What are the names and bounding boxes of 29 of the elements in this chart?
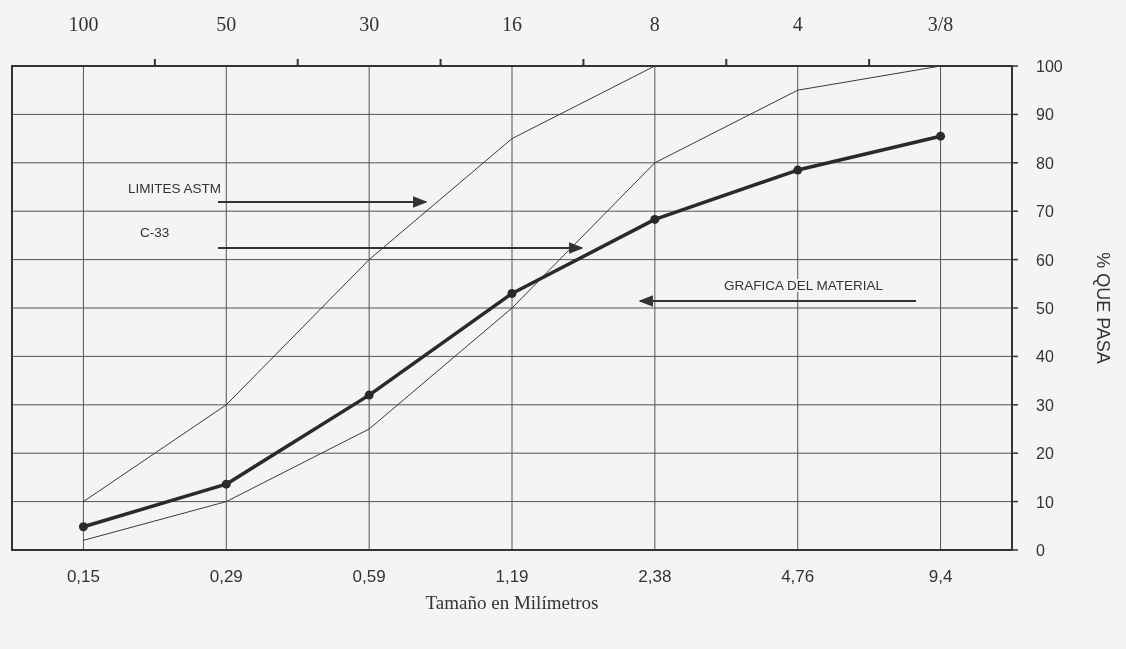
text: 3/8	[927, 13, 954, 35]
x-tick-label: 0,15	[66, 567, 100, 586]
y-tick-label: 70	[1036, 203, 1054, 221]
x-tick-label: 9,4	[928, 567, 953, 586]
x-tick-label: 4,76	[781, 567, 815, 586]
annotation: LIMITES ASTM	[128, 181, 222, 196]
y-tick-label: 90	[1036, 106, 1054, 124]
y-tick-label: 30	[1036, 396, 1054, 414]
x-tick-label: 2,38	[638, 567, 672, 586]
text: 50	[216, 13, 237, 35]
y-tick-label: 10	[1036, 493, 1054, 511]
text: 8	[649, 13, 660, 35]
text: 16	[502, 13, 522, 35]
text: 4	[792, 13, 803, 35]
y-tick-label: 0	[1036, 542, 1045, 559]
text: 100	[68, 13, 99, 35]
y-tick-label: 100	[1036, 58, 1063, 75]
x-tick-label: 0,29	[209, 567, 243, 586]
annotation: C-33	[140, 225, 170, 240]
y-axis-title: % QUE PASA	[1093, 252, 1113, 364]
y-tick-label: 80	[1036, 154, 1054, 172]
x-axis-title: Tamaño en Milímetros	[425, 592, 599, 613]
text: 30	[359, 13, 380, 35]
x-tick-label: 0,59	[352, 567, 386, 586]
y-tick-label: 50	[1036, 300, 1054, 317]
y-tick-label: 40	[1036, 348, 1054, 366]
x-tick-label: 1,19	[495, 567, 529, 586]
y-tick-label: 20	[1036, 445, 1054, 463]
y-tick-label: 60	[1036, 251, 1054, 269]
